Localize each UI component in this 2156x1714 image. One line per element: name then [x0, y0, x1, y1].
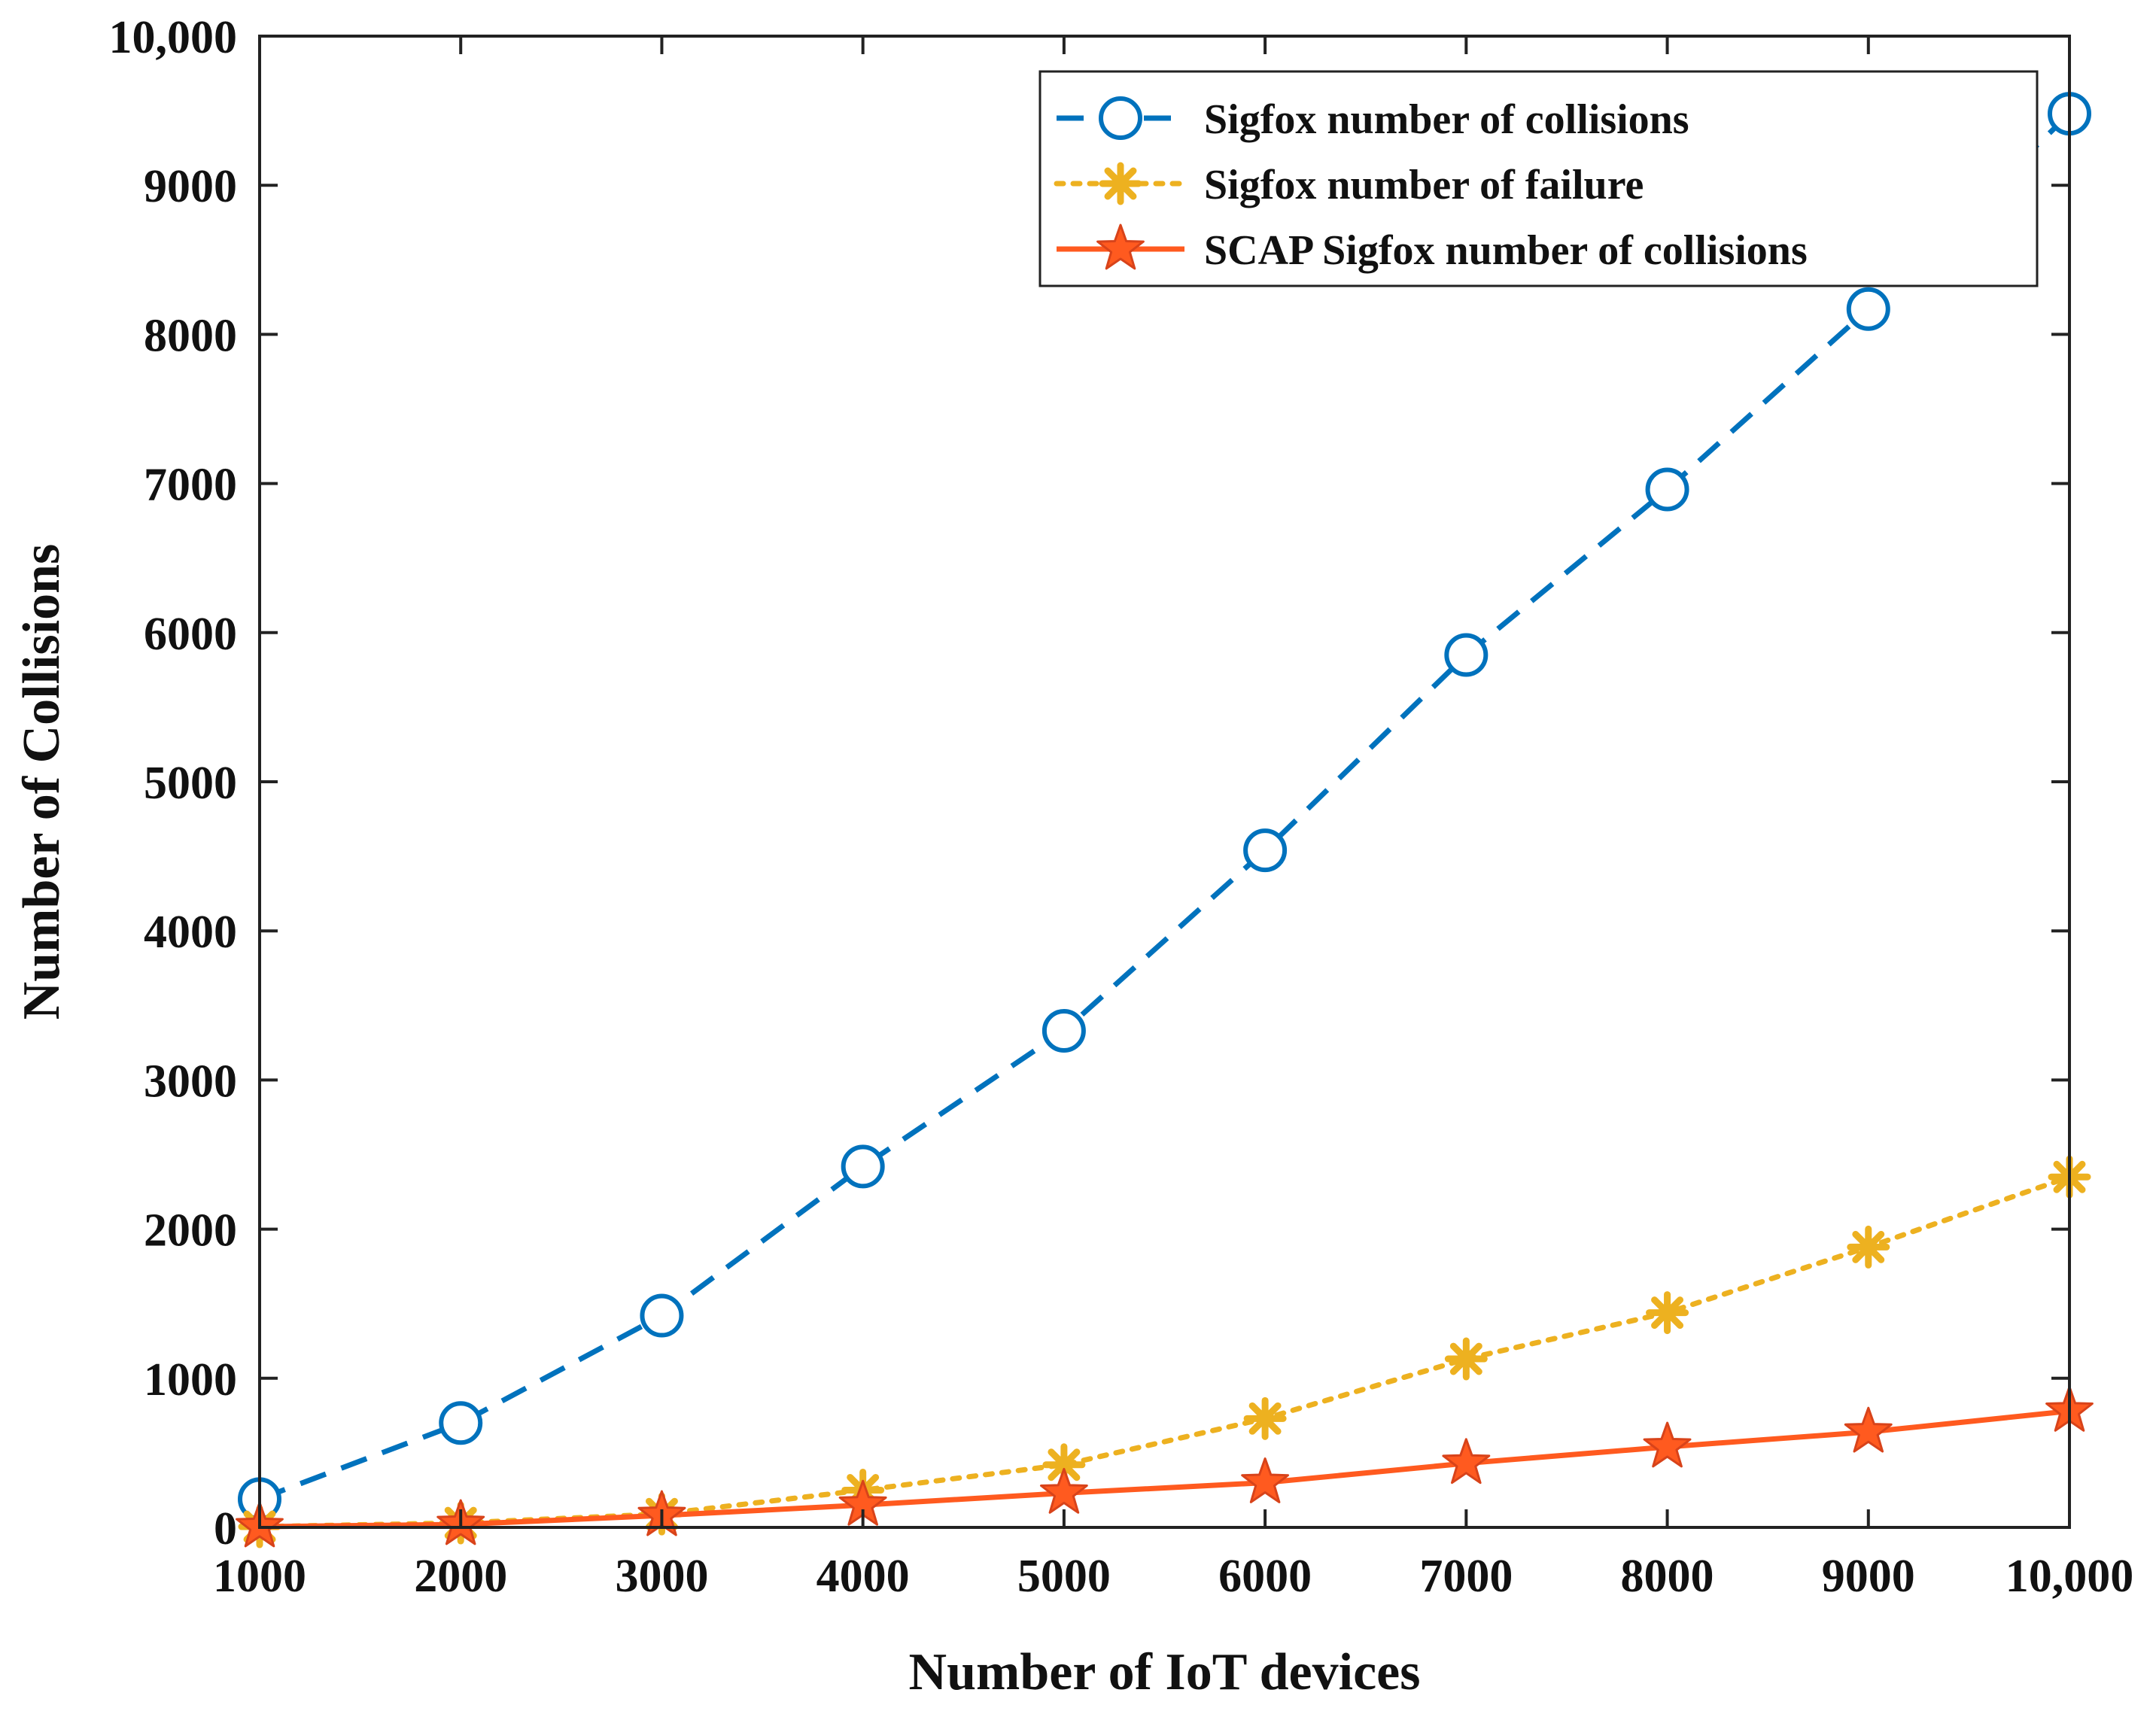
data-point	[640, 1293, 684, 1338]
axis-tick-labels: 1000 2000 3000 4000 5000 6000 7000 8000 9000 10,0…	[109, 12, 2134, 1602]
y-tick-label: 6000	[144, 609, 237, 660]
legend-marker	[1096, 223, 1145, 270]
legend-marker	[1099, 162, 1142, 205]
data-point	[1444, 1337, 1488, 1381]
x-tick-label: 8000	[1621, 1551, 1714, 1602]
data-point	[1243, 828, 1288, 873]
data-point	[1042, 1008, 1086, 1053]
legend-items: Sigfox number of collisions Sigfox number…	[1054, 96, 1808, 274]
y-tick-label: 10,000	[109, 12, 238, 63]
data-point	[1643, 1421, 1692, 1468]
y-tick-label: 1000	[144, 1354, 237, 1406]
data-point	[1040, 1467, 1088, 1514]
data-point	[1241, 1457, 1289, 1503]
y-axis-title: Number of Collisions	[13, 544, 71, 1020]
x-tick-label: 6000	[1218, 1551, 1312, 1602]
x-tick-label: 5000	[1017, 1551, 1111, 1602]
x-tick-label: 7000	[1419, 1551, 1513, 1602]
y-tick-label: 4000	[144, 907, 237, 958]
data-point	[439, 1401, 483, 1445]
data-point	[1645, 467, 1689, 512]
y-tick-label: 0	[214, 1503, 237, 1554]
data-point	[1646, 1291, 1689, 1335]
y-tick-label: 5000	[144, 758, 237, 809]
data-point	[1243, 1396, 1287, 1440]
data-point	[841, 1144, 885, 1189]
legend-item: SCAP Sigfox number of collisions	[1057, 223, 1808, 274]
axis-ticks	[258, 35, 2071, 1529]
x-tick-label: 9000	[1822, 1551, 1915, 1602]
x-axis-title: Number of IoT devices	[909, 1643, 1421, 1701]
data-point	[1846, 287, 1890, 331]
y-tick-label: 3000	[144, 1056, 237, 1107]
legend: Sigfox number of collisions Sigfox number…	[1038, 70, 2039, 287]
legend-label: Sigfox number of collisions	[1204, 96, 1689, 143]
y-tick-label: 9000	[144, 161, 237, 212]
data-point	[1844, 1406, 1893, 1453]
legend-marker	[1099, 96, 1142, 140]
y-tick-label: 8000	[144, 310, 237, 361]
series-line	[259, 1408, 2070, 1530]
series-line	[258, 111, 2072, 1502]
y-tick-label: 2000	[144, 1205, 237, 1257]
legend-item: Sigfox number of failure	[1054, 162, 1644, 208]
x-tick-label: 10,000	[2005, 1551, 2134, 1602]
legend-box	[1038, 70, 2039, 287]
x-tick-label: 2000	[414, 1551, 507, 1602]
series-layer	[236, 92, 2094, 1548]
data-point	[1444, 633, 1489, 677]
data-point	[1442, 1438, 1491, 1485]
legend-label: SCAP Sigfox number of collisions	[1204, 227, 1808, 274]
legend-label: Sigfox number of failure	[1204, 162, 1644, 208]
series-1	[238, 92, 2091, 1521]
data-point	[1847, 1225, 1890, 1269]
x-tick-label: 1000	[213, 1551, 306, 1602]
y-tick-label: 7000	[144, 460, 237, 511]
x-tick-label: 3000	[615, 1551, 708, 1602]
x-tick-label: 4000	[816, 1551, 910, 1602]
legend-item: Sigfox number of collisions	[1057, 96, 1689, 143]
